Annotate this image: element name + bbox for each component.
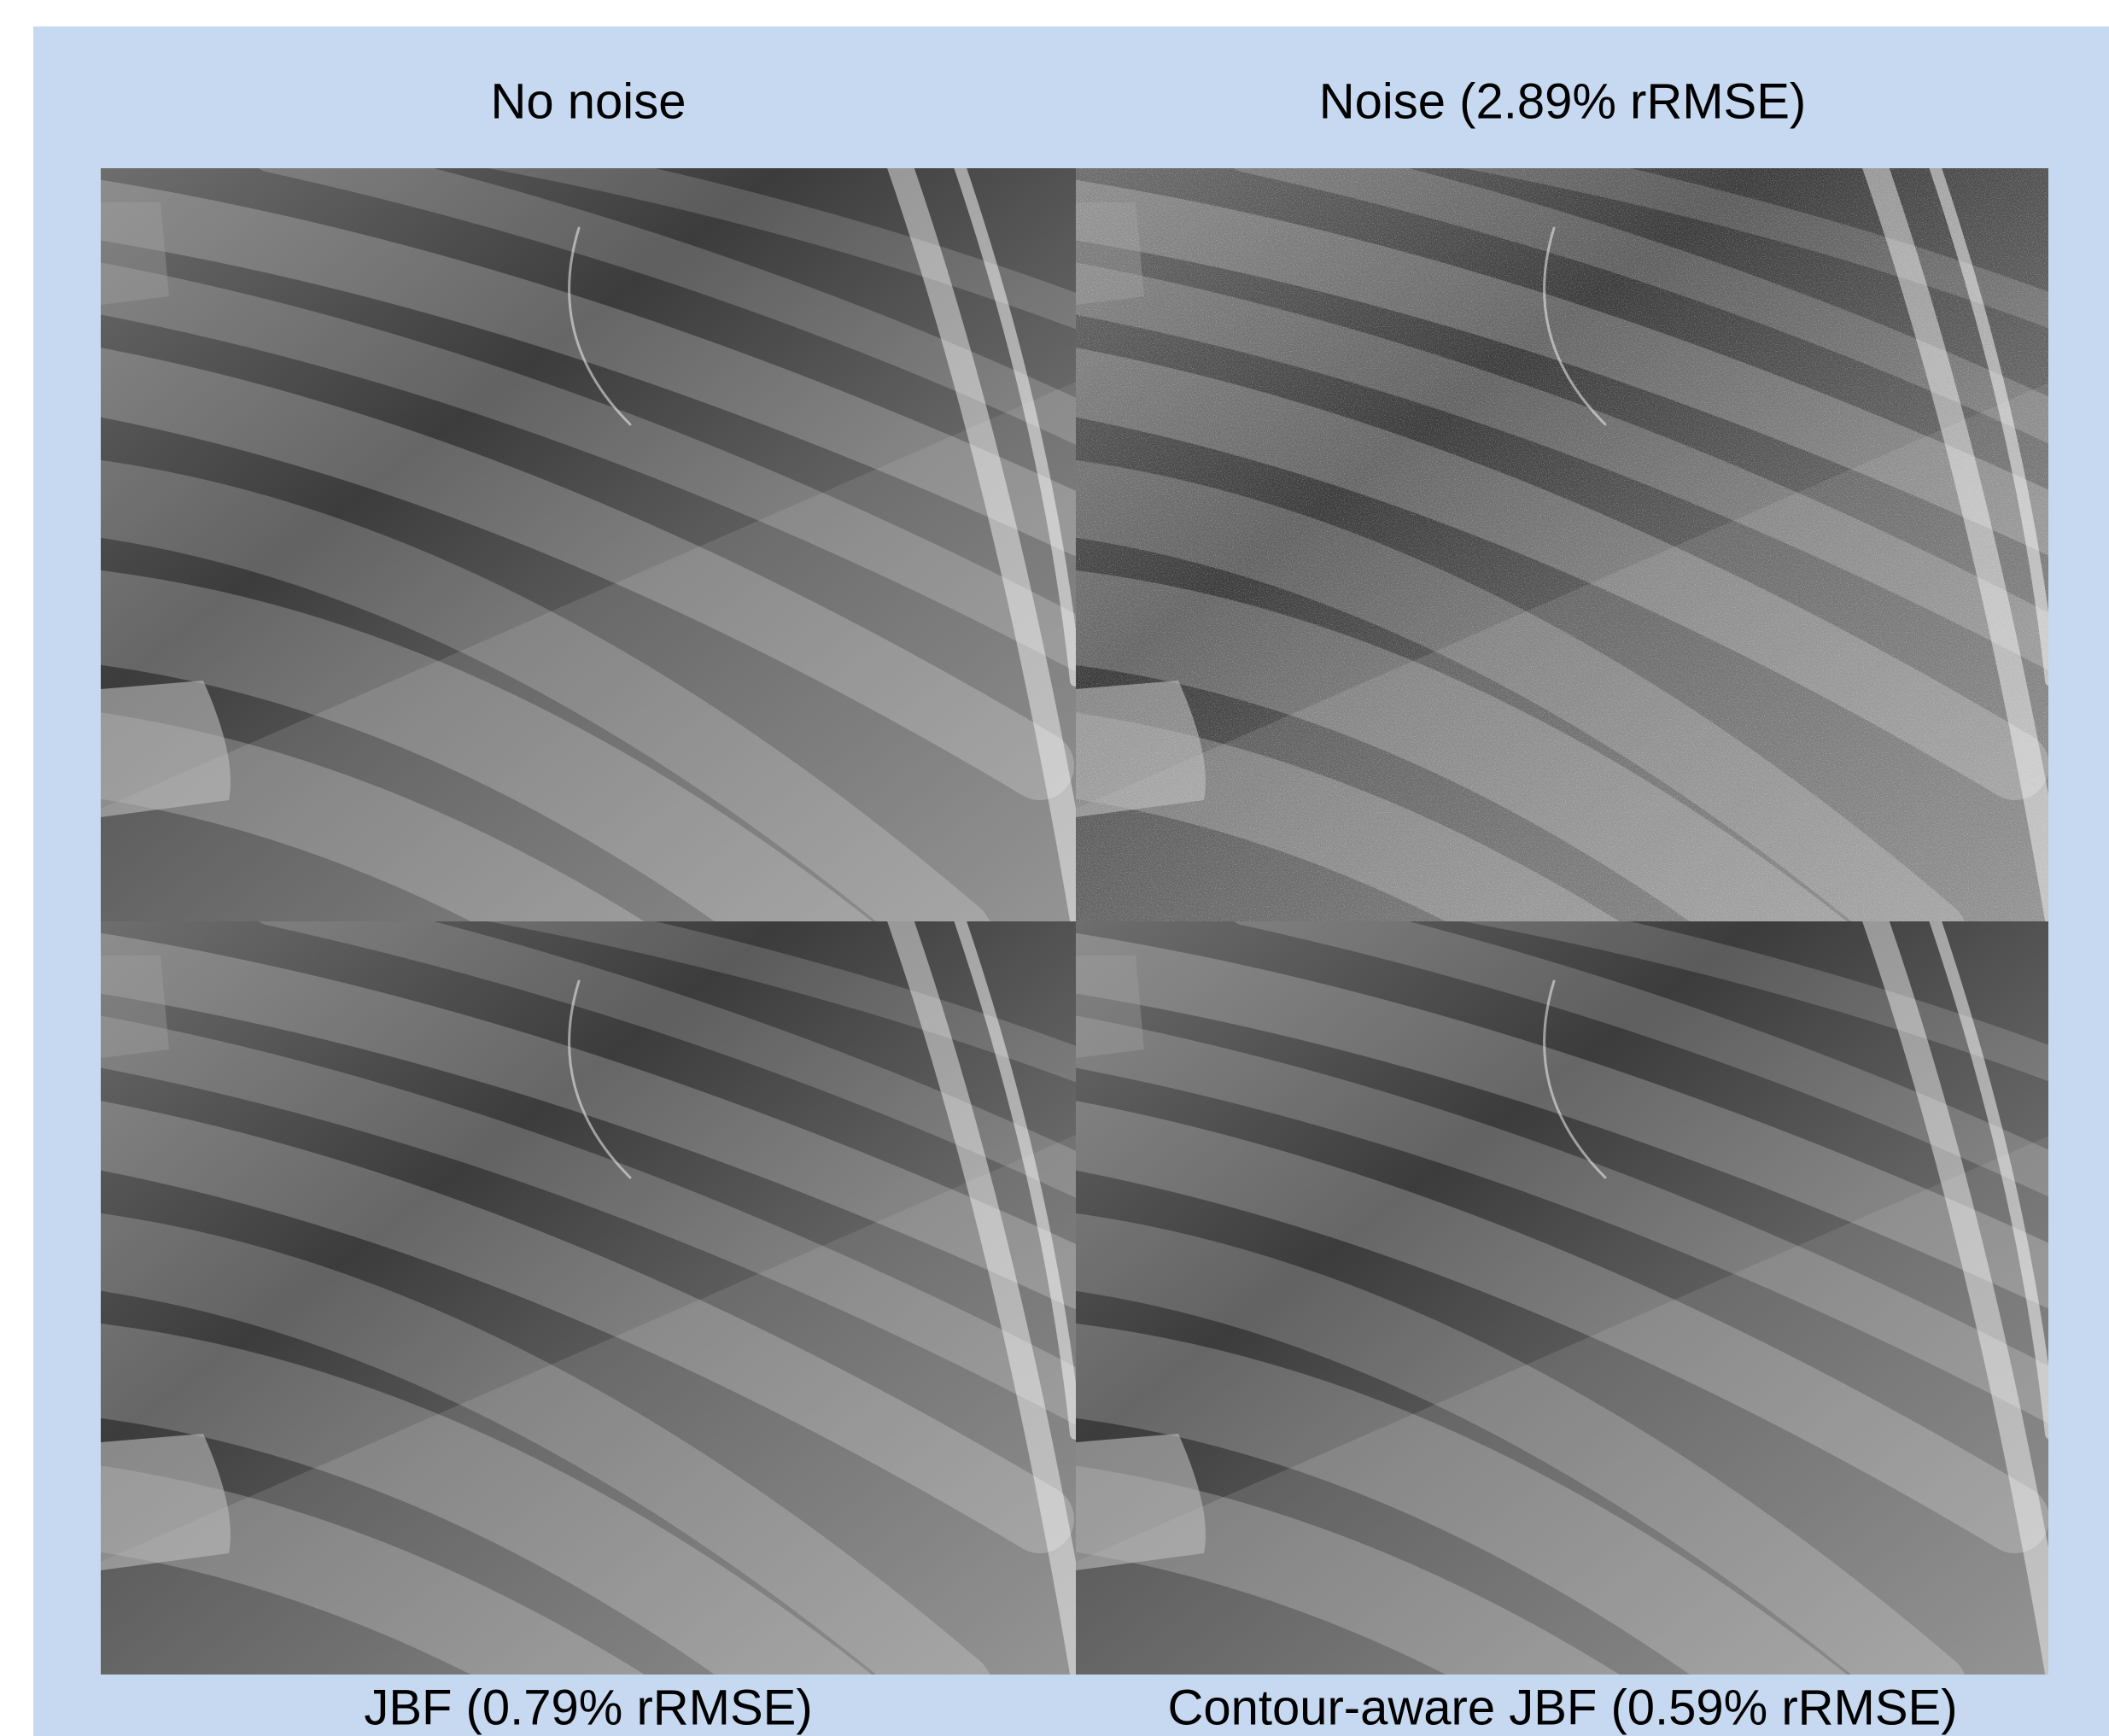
panel-label: JBF (0.79% rRMSE) — [364, 1680, 812, 1735]
image-no-noise — [50, 143, 1083, 979]
image-jbf — [50, 896, 1083, 1733]
image-noise — [1025, 143, 2058, 979]
panel-label: No noise — [491, 73, 686, 129]
figure: No noise Noise (2.89% rRMSE) JBF (0.79% … — [0, 0, 2109, 1736]
image-contour-aware-jbf — [1025, 896, 2058, 1733]
panel-label: Noise (2.89% rRMSE) — [1319, 73, 1806, 129]
panel-label: Contour-aware JBF (0.59% rRMSE) — [1167, 1680, 1957, 1735]
